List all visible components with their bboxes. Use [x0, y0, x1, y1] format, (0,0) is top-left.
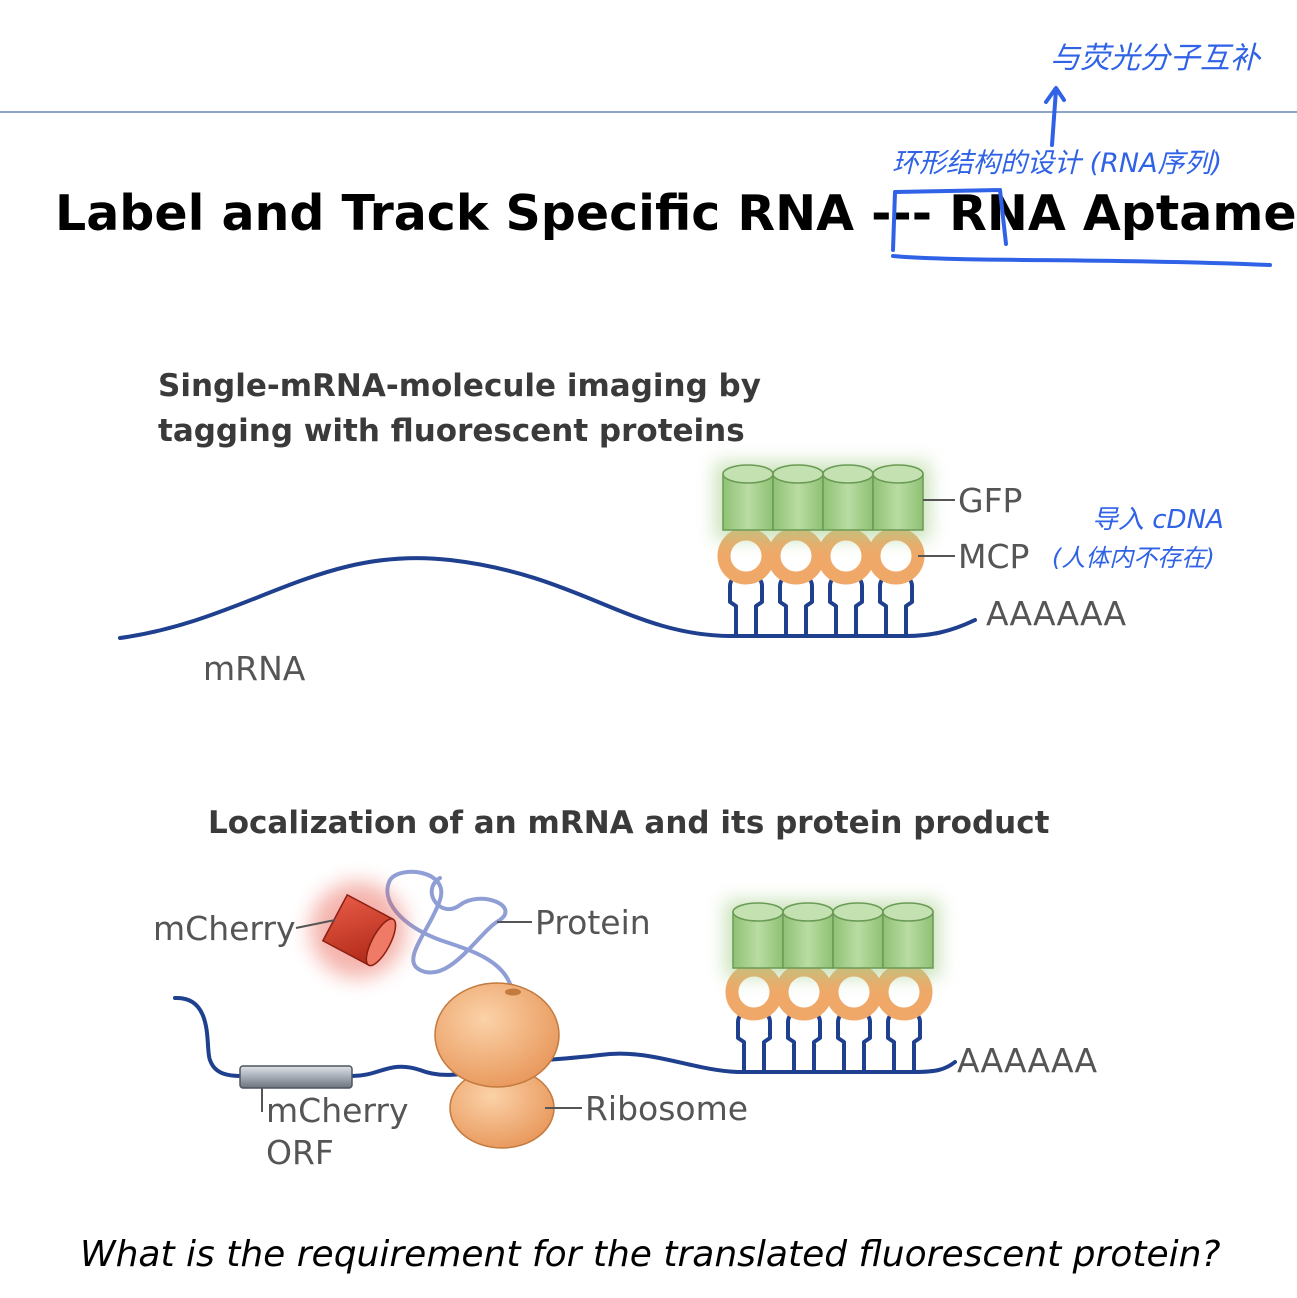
gfp-cylinder [782, 902, 834, 969]
protein-label: Protein [535, 903, 651, 942]
gfp-cylinder [872, 464, 924, 531]
polya-label-bottom: AAAAAA [957, 1041, 1097, 1080]
panel-bottom-title: Localization of an mRNA and its protein … [208, 805, 1050, 841]
gfp-cylinder [882, 902, 934, 969]
polya-label-top: AAAAAA [986, 594, 1126, 633]
ribosome [434, 982, 560, 1149]
mcherry-orf-bar [239, 1065, 353, 1089]
panel-top-title-line2: tagging with fluorescent proteins [158, 413, 745, 449]
mcherry-leader [295, 919, 336, 929]
panel-bottom: Localization of an mRNA and its protein … [153, 805, 1097, 1172]
panel-top-title-line1: Single-mRNA-molecule imaging by [158, 368, 761, 404]
note-arrow [1044, 86, 1066, 147]
mcp-dimers-top [717, 527, 925, 585]
gfp-cylinders-top [722, 464, 924, 531]
ribosome-label: Ribosome [585, 1089, 748, 1128]
gfp-label: GFP [958, 481, 1022, 520]
mcp-ring [717, 527, 775, 585]
orf-label-line1: mCherry [266, 1091, 409, 1130]
gfp-cylinder [772, 464, 824, 531]
orf-label-line2: ORF [266, 1133, 334, 1172]
mcp-ring [767, 527, 825, 585]
gfp-cylinder [722, 464, 774, 531]
ribosome-large-subunit [434, 982, 560, 1088]
note-near-mcp-1: 导入 cDNA [1092, 505, 1224, 535]
rna-box-mark [891, 188, 1008, 252]
panel-top: Single-mRNA-molecule imaging by tagging … [118, 368, 1126, 688]
mcp-ring [817, 527, 875, 585]
protein-chain [385, 869, 514, 992]
handwritten-annotations: 与荧光分子互补 环形结构的设计 (RNA序列) 导入 cDNA (人体内不存在) [891, 41, 1272, 572]
mcherry-label: mCherry [153, 909, 296, 948]
slide-title: Label and Track Specific RNA --- RNA Apt… [55, 185, 1297, 242]
mcp-label: MCP [958, 537, 1029, 576]
title-underline [891, 254, 1272, 267]
gfp-cylinder [732, 902, 784, 969]
note-top-right: 与荧光分子互补 [1050, 41, 1262, 76]
gfp-cylinder [832, 902, 884, 969]
question-text: What is the requirement for the translat… [80, 1234, 1221, 1275]
mcp-ring [867, 527, 925, 585]
note-near-mcp-2: (人体内不存在) [1052, 544, 1215, 572]
mrna-strand-top [118, 556, 977, 640]
ribosome-exit-tunnel [505, 988, 521, 996]
mcherry-barrel [321, 893, 397, 967]
mrna-strand-bottom [173, 995, 957, 1078]
mrna-label: mRNA [203, 649, 306, 688]
note-above-title: 环形结构的设计 (RNA序列) [892, 148, 1222, 179]
gfp-cylinder [822, 464, 874, 531]
gfp-cylinders-bottom [732, 902, 934, 969]
